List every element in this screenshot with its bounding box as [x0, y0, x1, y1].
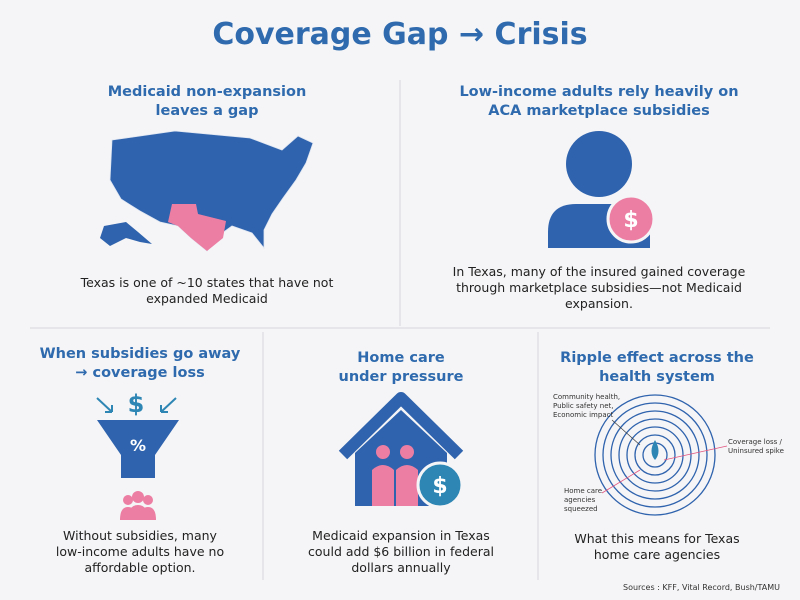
panel-heading: Ripple effect across the health system	[560, 350, 754, 385]
ripple-icon	[594, 394, 728, 516]
annotation: Community health, Public safety net, Econo…	[553, 393, 620, 419]
panel-body: Texas is one of ~10 states that have not…	[80, 275, 334, 306]
panel-heading: When subsidies go away → coverage loss	[40, 346, 241, 381]
panel-body: Without subsidies, many low-income adults…	[56, 528, 224, 575]
panel-heading: Medicaid non-expansion leaves a gap	[108, 84, 307, 119]
house-icon: $	[338, 392, 464, 509]
sources: Sources : KFF, Vital Record, Bush/TAMU	[623, 583, 780, 592]
person-icon: $	[548, 131, 656, 248]
us-map-icon	[100, 130, 314, 252]
annotation: Coverage loss / Uninsured spike	[728, 438, 784, 455]
panel-heading: Home care under pressure	[339, 350, 464, 385]
panel-body: In Texas, many of the insured gained cov…	[453, 264, 746, 311]
panel-body: What this means for Texas home care agenc…	[574, 531, 739, 562]
percent-icon-text: %	[130, 436, 146, 455]
title: Coverage Gap → Crisis	[212, 17, 587, 52]
panel-heading: Low-income adults rely heavily on ACA mar…	[459, 84, 738, 119]
panel-body: Medicaid expansion in Texas could add $6 …	[308, 528, 494, 575]
dollar-icon-text: $	[128, 390, 145, 418]
dollar-icon-text: $	[623, 208, 638, 233]
funnel-icon: $ %	[96, 390, 179, 520]
annotation: Home care agencies squeezed	[564, 487, 602, 513]
dollar-icon-text: $	[432, 474, 447, 499]
